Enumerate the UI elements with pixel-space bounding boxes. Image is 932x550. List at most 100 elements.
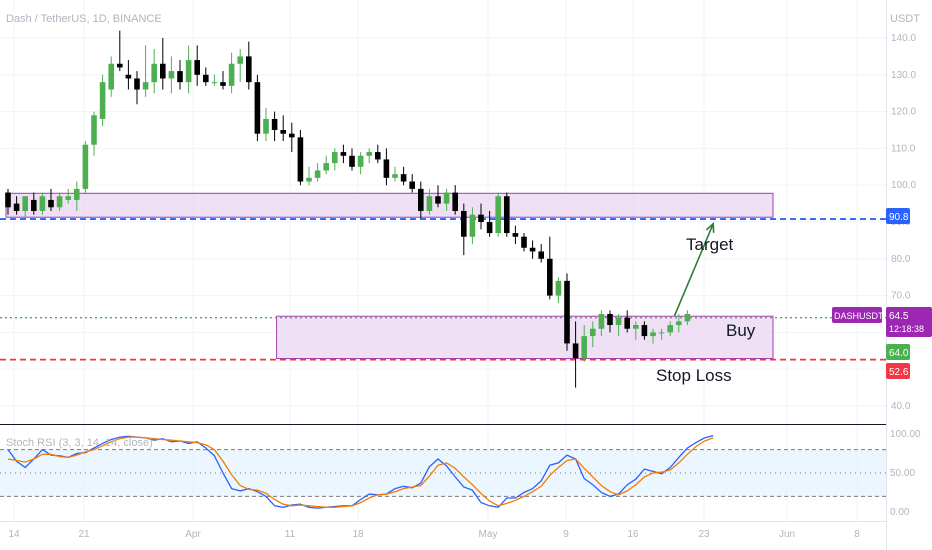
candle[interactable] [409,174,415,193]
candle[interactable] [581,325,587,362]
candle[interactable] [48,188,54,211]
candles[interactable] [5,30,691,388]
candle[interactable] [598,310,605,337]
candle[interactable] [151,49,157,94]
candle-body [469,214,476,237]
candle[interactable] [538,244,544,263]
candle[interactable] [572,321,579,388]
candle[interactable] [461,203,467,256]
candle[interactable] [228,52,235,94]
indicator-label[interactable]: Stoch RSI (3, 3, 14, 14, close) [6,437,153,449]
candle[interactable] [555,277,562,303]
candle[interactable] [357,152,364,175]
time-axis[interactable]: 14 21 Apr 11 18 May 9 16 23 Jun 8 [8,529,860,540]
candle[interactable] [134,71,140,105]
candle[interactable] [452,185,458,215]
candle[interactable] [297,130,304,186]
candle-body [117,63,123,68]
candle[interactable] [203,67,209,86]
candle[interactable] [400,166,407,186]
candle[interactable] [263,107,269,142]
candle[interactable] [125,60,132,90]
candle[interactable] [99,74,106,127]
candle[interactable] [314,163,321,182]
candle[interactable] [383,148,390,186]
candle[interactable] [22,196,28,219]
candle[interactable] [211,74,218,86]
symbol-header[interactable]: Dash / TetherUS, 1D, BINANCE [6,13,162,25]
zone-buy[interactable] [276,315,774,360]
candle[interactable] [564,273,570,351]
candle[interactable] [332,148,338,171]
candle[interactable] [142,45,149,97]
candle[interactable] [521,233,527,252]
candle[interactable] [349,148,355,171]
candle[interactable] [624,310,630,333]
candle[interactable] [5,188,11,215]
candle[interactable] [641,321,648,340]
candle[interactable] [237,49,243,83]
candle[interactable] [280,115,286,142]
candle[interactable] [254,74,261,142]
candle[interactable] [74,181,80,211]
candle[interactable] [31,192,37,215]
candle[interactable] [82,141,89,193]
candle[interactable] [658,328,665,340]
candle[interactable] [547,236,553,300]
candle[interactable] [168,56,175,94]
candle[interactable] [650,328,656,344]
stoch-band-fill [0,449,886,497]
candle[interactable] [667,321,673,337]
candle[interactable] [684,310,691,326]
candle[interactable] [512,225,519,245]
candle[interactable] [443,188,450,211]
candle[interactable] [676,314,682,333]
candle-body [194,60,200,75]
candle[interactable] [418,181,424,219]
candle[interactable] [495,192,501,237]
candle[interactable] [117,30,123,72]
candle-body [82,144,89,189]
candle[interactable] [160,38,166,90]
candle[interactable] [246,41,252,90]
candle[interactable] [289,122,295,153]
candle[interactable] [323,155,329,175]
candle[interactable] [435,185,441,208]
candle[interactable] [615,314,622,337]
candle[interactable] [39,192,46,215]
candle[interactable] [375,144,381,164]
candle[interactable] [426,188,433,215]
candle[interactable] [504,192,510,237]
candle[interactable] [366,148,372,164]
candle[interactable] [13,196,20,215]
candle[interactable] [306,166,312,186]
zone-resistance[interactable] [5,192,774,218]
candle[interactable] [607,310,613,333]
candle[interactable] [529,240,536,259]
candle[interactable] [65,188,71,204]
candle[interactable] [469,207,476,245]
candle-body [56,196,63,208]
candle[interactable] [185,45,192,94]
time-tick-label: Apr [185,529,201,540]
candle[interactable] [478,203,484,230]
candle[interactable] [633,321,639,340]
candle[interactable] [91,111,97,156]
candle[interactable] [590,321,596,348]
candle[interactable] [220,71,226,90]
candle-body [177,71,183,83]
candle[interactable] [271,111,278,142]
candle[interactable] [194,45,200,86]
candle[interactable] [108,56,114,97]
candle[interactable] [340,144,347,164]
last-price-text: 64.5 [889,311,909,322]
candle[interactable] [392,166,398,182]
candle[interactable] [56,192,63,211]
time-tick-label: 9 [563,529,569,540]
candle-body [383,159,390,178]
candle[interactable] [486,210,493,237]
candle-body [461,210,467,237]
candle-body [357,155,364,167]
candle[interactable] [177,60,183,90]
